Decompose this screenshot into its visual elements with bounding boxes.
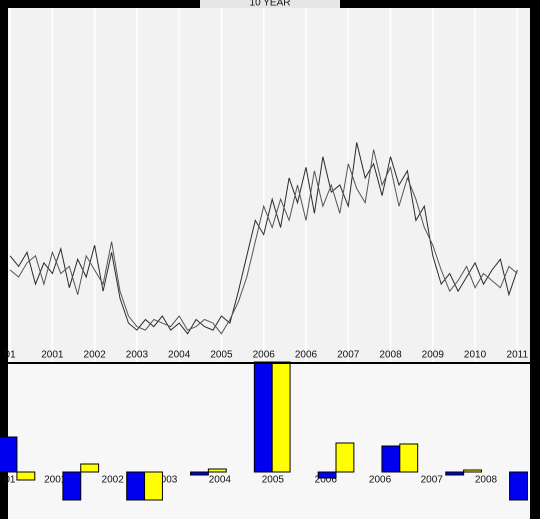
- x-tick-label: 2002: [84, 350, 107, 361]
- x-tick-label: 2001: [41, 350, 64, 361]
- x-tick-label: 2006: [369, 475, 392, 486]
- x-tick-label: 2006: [295, 350, 318, 361]
- x-tick-label: 01: [5, 350, 17, 361]
- bar: [463, 469, 483, 473]
- x-tick-label: 2003: [155, 475, 178, 486]
- bar: [381, 445, 401, 473]
- line-series: [9, 149, 518, 335]
- x-tick-label: 2010: [464, 350, 487, 361]
- x-tick-label: 2007: [337, 350, 360, 361]
- chart-title: 10 YEAR: [250, 0, 291, 9]
- bar: [16, 471, 36, 481]
- bar: [126, 471, 146, 501]
- bar: [399, 443, 419, 473]
- x-tick-label: 2001: [44, 475, 67, 486]
- x-tick-label: 2003: [126, 350, 149, 361]
- bar: [144, 471, 163, 501]
- bar: [317, 471, 337, 479]
- bar: [0, 436, 18, 473]
- bar: [190, 471, 209, 476]
- x-tick-label: 2004: [209, 475, 232, 486]
- x-tick-label: 2007: [421, 475, 444, 486]
- top-panel: [8, 8, 530, 362]
- x-tick-label: 2006: [315, 475, 338, 486]
- x-tick-label: 2002: [102, 475, 125, 486]
- bar: [445, 471, 465, 476]
- bar: [335, 442, 355, 473]
- x-tick-label: 2005: [210, 350, 233, 361]
- x-tick-label: 2009: [422, 350, 445, 361]
- line-series: [9, 142, 518, 335]
- x-tick-label: 2008: [379, 350, 402, 361]
- x-tick-label: 2005: [262, 475, 285, 486]
- x-tick-label: 2008: [475, 475, 498, 486]
- bar: [62, 471, 82, 501]
- x-tick-label: 01: [4, 475, 16, 486]
- bar: [207, 468, 227, 473]
- x-tick-label: 2006: [253, 350, 276, 361]
- bar: [271, 361, 291, 473]
- bar: [509, 471, 528, 501]
- title-strip: [200, 0, 340, 8]
- x-tick-label: 2011: [507, 350, 529, 361]
- bar: [80, 463, 100, 473]
- x-tick-label: 2004: [168, 350, 191, 361]
- bar: [253, 361, 273, 473]
